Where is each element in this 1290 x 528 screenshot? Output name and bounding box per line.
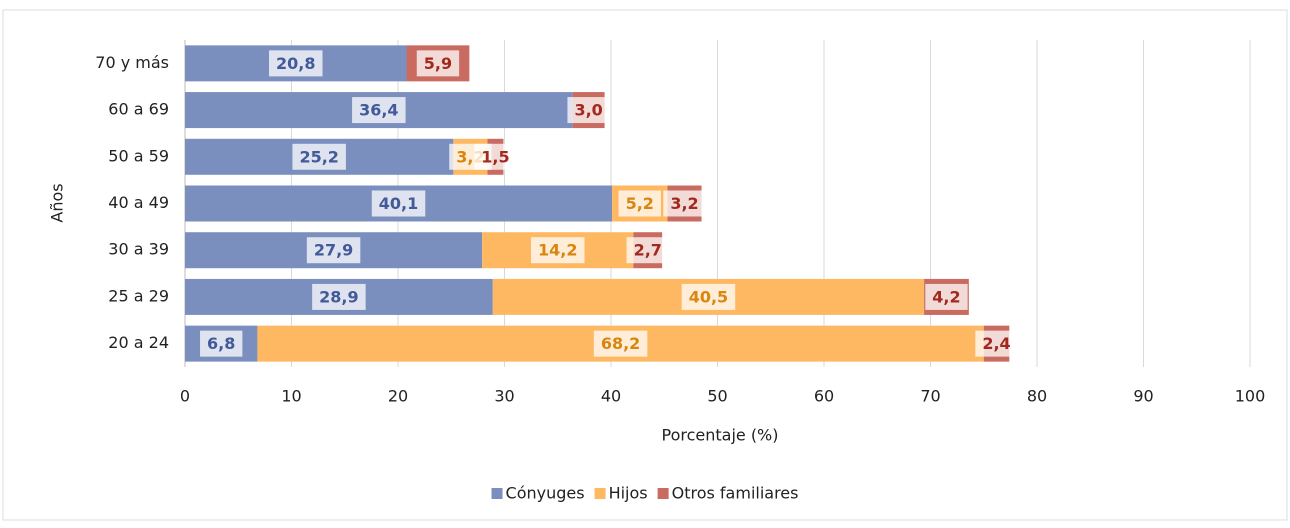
y-tick-label: 60 a 69: [108, 100, 169, 119]
value-label-box: [312, 283, 366, 310]
y-tick-label: 20 a 24: [108, 333, 169, 352]
value-label-box: [567, 97, 610, 124]
value-label-box: [975, 330, 1018, 357]
legend-label: Hijos: [609, 484, 648, 503]
legend-swatch: [594, 488, 606, 499]
value-label: 40,5: [681, 283, 736, 310]
x-tick-label: 20: [388, 387, 408, 406]
x-tick-label: 70: [920, 387, 940, 406]
value-label: 14,2: [531, 237, 585, 264]
x-tick-label: 30: [494, 387, 514, 406]
x-tick-label: 60: [814, 387, 834, 406]
x-tick-label: 90: [1133, 387, 1153, 406]
value-label-text: 2,4: [982, 334, 1010, 353]
value-label-text: 5,9: [424, 54, 452, 73]
value-label-text: 40,5: [689, 287, 728, 306]
value-label-text: 1,5: [481, 147, 509, 166]
x-tick-label: 0: [180, 387, 190, 406]
value-label: 68,2: [593, 330, 648, 357]
legend-label: Cónyuges: [506, 484, 585, 503]
value-label-box: [663, 190, 706, 217]
value-label-box: [416, 50, 460, 77]
value-label: 1,5: [474, 143, 517, 170]
value-label: 4,2: [925, 283, 968, 310]
value-label-box: [200, 330, 243, 357]
legend-swatch: [491, 488, 503, 499]
value-label: 36,4: [352, 97, 406, 124]
value-label-box: [593, 330, 648, 357]
value-label-text: 27,9: [314, 241, 353, 260]
y-tick-label: 70 y más: [95, 53, 169, 72]
value-label: 2,7: [626, 237, 669, 264]
value-label-text: 28,9: [319, 287, 358, 306]
value-label: 25,2: [292, 143, 346, 170]
y-tick-label: 25 a 29: [108, 286, 169, 305]
value-label-text: 2,7: [634, 241, 662, 260]
value-label-text: 5,2: [626, 194, 654, 213]
value-label-text: 68,2: [601, 334, 640, 353]
x-tick-label: 40: [601, 387, 621, 406]
y-tick-label: 40 a 49: [108, 193, 169, 212]
value-label-box: [626, 237, 669, 264]
value-label-text: 25,2: [299, 147, 338, 166]
value-label-box: [306, 237, 361, 264]
value-label-text: 36,4: [359, 101, 398, 120]
value-label-text: 40,1: [379, 194, 418, 213]
y-tick-label: 30 a 39: [108, 240, 169, 259]
legend: Cónyuges Hijos Otros familiares: [491, 484, 799, 503]
y-tick-label: 50 a 59: [108, 146, 169, 165]
value-label-box: [352, 97, 406, 124]
value-label: 27,9: [306, 237, 361, 264]
value-label: 40,1: [371, 190, 426, 217]
value-label-text: 3,0: [574, 101, 602, 120]
value-label: 5,2: [618, 190, 661, 217]
x-tick-label: 50: [707, 387, 727, 406]
value-label: 20,8: [269, 50, 323, 77]
x-tick-label: 10: [281, 387, 301, 406]
value-label-box: [531, 237, 585, 264]
legend-label: Otros familiares: [672, 484, 799, 503]
value-label-box: [925, 283, 968, 310]
value-label-box: [474, 143, 517, 170]
legend-swatch: [657, 488, 669, 499]
value-label-text: 20,8: [276, 54, 315, 73]
x-tick-label: 100: [1235, 387, 1266, 406]
value-label-text: 3,2: [670, 194, 698, 213]
value-label-text: 14,2: [538, 241, 577, 260]
y-axis-title: Años: [48, 183, 67, 222]
value-label-text: 6,8: [207, 334, 235, 353]
value-label-box: [292, 143, 346, 170]
value-label-box: [681, 283, 736, 310]
value-label-box: [269, 50, 323, 77]
value-label-box: [618, 190, 661, 217]
value-label: 3,2: [663, 190, 706, 217]
value-label-box: [371, 190, 426, 217]
value-label: 6,8: [200, 330, 243, 357]
x-axis-title: Porcentaje (%): [661, 426, 778, 445]
value-label: 5,9: [416, 50, 460, 77]
value-label-text: 4,2: [932, 287, 960, 306]
value-label: 28,9: [312, 283, 366, 310]
value-label: 3,0: [567, 97, 610, 124]
value-label: 2,4: [975, 330, 1018, 357]
x-tick-label: 80: [1027, 387, 1047, 406]
